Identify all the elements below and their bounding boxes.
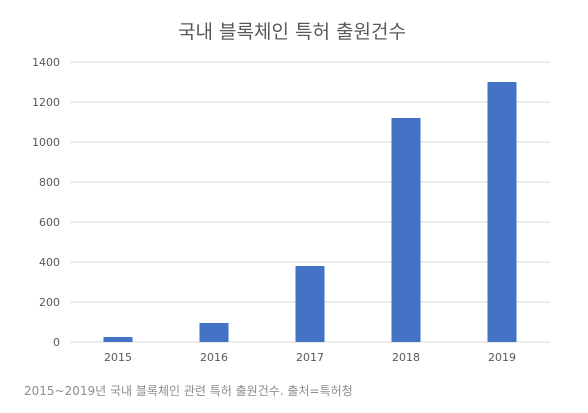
- y-tick-label: 600: [39, 216, 60, 229]
- bar-2017: [295, 266, 325, 342]
- y-tick-label: 1200: [32, 96, 60, 109]
- bar-2018: [391, 118, 421, 342]
- gridlines: [70, 61, 550, 343]
- x-tick-label: 2015: [104, 351, 132, 364]
- x-tick-label: 2017: [296, 351, 324, 364]
- y-tick-label: 400: [39, 256, 60, 269]
- chart-title: 국내 블록체인 특허 출원건수: [178, 21, 406, 43]
- bar-2015: [103, 337, 133, 342]
- bars: [103, 82, 517, 342]
- y-axis-ticks: 0 200 400 600 800 1000 1200 1400: [32, 56, 60, 349]
- chart-caption: 2015~2019년 국내 블록체인 관련 특허 출원건수. 출처=특허청: [24, 384, 353, 398]
- bar-chart: 국내 블록체인 특허 출원건수 0 200 400 600 800 1000 1200 140…: [32, 21, 550, 364]
- bar-2016: [199, 323, 229, 342]
- x-tick-label: 2016: [200, 351, 228, 364]
- y-tick-label: 0: [53, 336, 60, 349]
- x-axis-ticks: 2015 2016 2017 2018 2019: [104, 351, 516, 364]
- bar-2019: [487, 82, 517, 342]
- y-tick-label: 1000: [32, 136, 60, 149]
- y-tick-label: 800: [39, 176, 60, 189]
- y-tick-label: 200: [39, 296, 60, 309]
- y-tick-label: 1400: [32, 56, 60, 69]
- x-tick-label: 2019: [488, 351, 516, 364]
- x-tick-label: 2018: [392, 351, 420, 364]
